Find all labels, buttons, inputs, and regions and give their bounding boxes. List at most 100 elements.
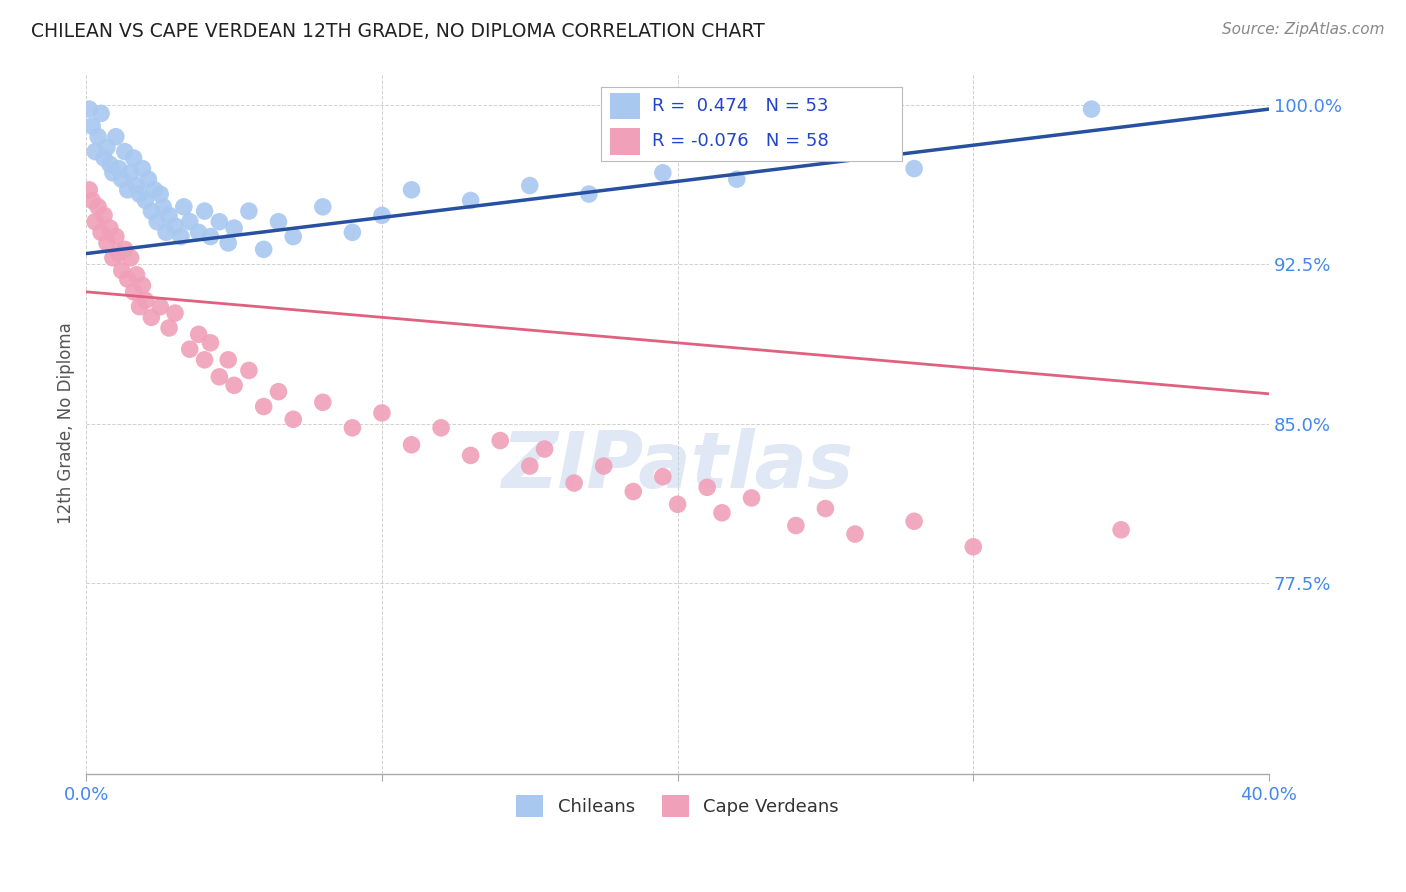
Point <box>155 225 177 239</box>
Point <box>131 161 153 176</box>
Point <box>128 187 150 202</box>
Point <box>98 221 121 235</box>
Point <box>401 438 423 452</box>
Point <box>138 172 160 186</box>
Point <box>224 221 246 235</box>
Point <box>342 421 364 435</box>
Point <box>111 263 134 277</box>
Point <box>163 306 186 320</box>
Point <box>489 434 512 448</box>
Point <box>903 514 925 528</box>
Point <box>90 106 112 120</box>
Point <box>371 406 394 420</box>
Point <box>460 449 482 463</box>
Point <box>193 204 215 219</box>
Point <box>128 300 150 314</box>
Point <box>253 400 276 414</box>
Point <box>312 395 335 409</box>
Point <box>111 172 134 186</box>
Point <box>108 246 131 260</box>
Y-axis label: 12th Grade, No Diploma: 12th Grade, No Diploma <box>58 323 75 524</box>
Point <box>519 458 541 473</box>
Point <box>117 272 139 286</box>
Point <box>141 204 163 219</box>
Point <box>84 145 107 159</box>
Point <box>187 225 209 239</box>
Point <box>460 194 482 208</box>
Point <box>217 352 239 367</box>
Point <box>1109 523 1132 537</box>
Point <box>163 219 186 233</box>
Point <box>84 215 107 229</box>
Point <box>179 342 201 356</box>
Point <box>141 310 163 325</box>
Point <box>562 476 585 491</box>
Point <box>578 187 600 202</box>
Point <box>114 145 136 159</box>
Point <box>666 497 689 511</box>
Point <box>120 166 142 180</box>
Point <box>592 458 614 473</box>
Point <box>312 200 335 214</box>
Point <box>77 183 100 197</box>
Point <box>696 480 718 494</box>
Point <box>117 183 139 197</box>
Point <box>104 229 127 244</box>
Text: Source: ZipAtlas.com: Source: ZipAtlas.com <box>1222 22 1385 37</box>
Point <box>962 540 984 554</box>
Legend: Chileans, Cape Verdeans: Chileans, Cape Verdeans <box>509 789 846 825</box>
Point <box>149 187 172 202</box>
Point <box>401 183 423 197</box>
Point <box>101 251 124 265</box>
Point <box>238 363 260 377</box>
Point <box>93 208 115 222</box>
Point <box>134 194 156 208</box>
Point <box>146 215 169 229</box>
Point <box>187 327 209 342</box>
Point <box>651 469 673 483</box>
Point <box>725 172 748 186</box>
Point <box>208 369 231 384</box>
Point <box>82 194 104 208</box>
Point <box>741 491 763 505</box>
Point <box>253 243 276 257</box>
Point <box>283 412 305 426</box>
Point <box>785 518 807 533</box>
Point <box>108 161 131 176</box>
Point <box>208 215 231 229</box>
Point <box>844 527 866 541</box>
Point <box>101 166 124 180</box>
Point <box>173 200 195 214</box>
Point <box>283 229 305 244</box>
Point <box>125 178 148 193</box>
Point <box>200 335 222 350</box>
Point <box>267 215 290 229</box>
Text: ZIPatlas: ZIPatlas <box>502 427 853 504</box>
Point <box>90 225 112 239</box>
Point <box>224 378 246 392</box>
Point <box>200 229 222 244</box>
Point <box>134 293 156 308</box>
Point <box>179 215 201 229</box>
Point <box>430 421 453 435</box>
Point <box>814 501 837 516</box>
Point <box>710 506 733 520</box>
Point <box>98 157 121 171</box>
Point <box>96 140 118 154</box>
Point <box>122 151 145 165</box>
Point <box>651 166 673 180</box>
Point <box>143 183 166 197</box>
Point <box>193 352 215 367</box>
Point <box>96 235 118 250</box>
Point <box>122 285 145 299</box>
Point <box>131 278 153 293</box>
Point <box>267 384 290 399</box>
Point <box>519 178 541 193</box>
Point <box>104 129 127 144</box>
Point <box>157 321 180 335</box>
Text: CHILEAN VS CAPE VERDEAN 12TH GRADE, NO DIPLOMA CORRELATION CHART: CHILEAN VS CAPE VERDEAN 12TH GRADE, NO D… <box>31 22 765 41</box>
Point <box>217 235 239 250</box>
Point <box>125 268 148 282</box>
Point <box>1080 102 1102 116</box>
Point <box>120 251 142 265</box>
